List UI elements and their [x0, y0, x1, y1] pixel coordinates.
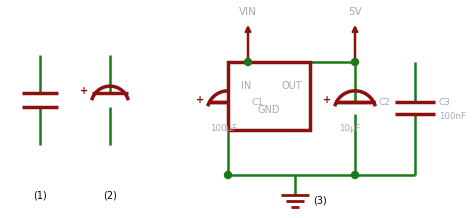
Text: GND: GND: [258, 105, 280, 115]
Text: (3): (3): [313, 195, 327, 205]
Circle shape: [352, 58, 358, 65]
Text: VIN: VIN: [239, 7, 257, 17]
Text: 100nF: 100nF: [439, 111, 466, 121]
Text: OUT: OUT: [282, 81, 302, 91]
Text: +: +: [80, 86, 88, 96]
FancyBboxPatch shape: [228, 62, 310, 130]
Circle shape: [352, 172, 358, 179]
Text: (2): (2): [103, 190, 117, 200]
Text: C2: C2: [379, 97, 391, 107]
Text: 5V: 5V: [348, 7, 362, 17]
Circle shape: [225, 172, 231, 179]
Text: 10μF: 10μF: [339, 124, 361, 133]
Text: 100μF: 100μF: [210, 124, 237, 133]
Text: (1): (1): [33, 190, 47, 200]
Text: +: +: [196, 95, 204, 105]
Text: IN: IN: [241, 81, 251, 91]
Circle shape: [245, 58, 252, 65]
Text: +: +: [323, 95, 331, 105]
Text: C1: C1: [252, 97, 264, 107]
Text: C3: C3: [439, 97, 451, 107]
